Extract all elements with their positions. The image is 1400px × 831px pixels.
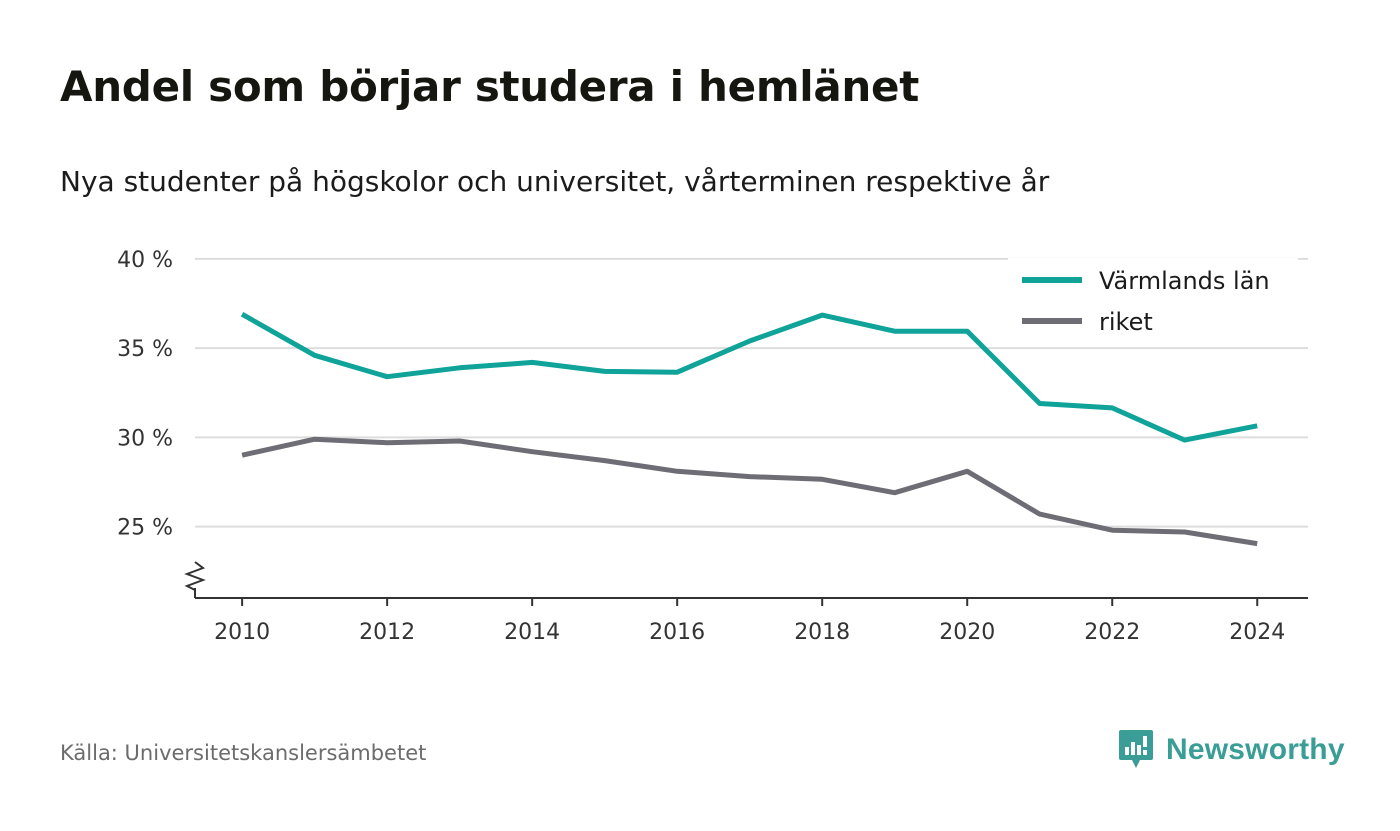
axis-break-icon [184,561,206,591]
legend-label: Värmlands län [1099,267,1270,295]
legend: Värmlands län riket [1008,258,1298,342]
x-tick-label: 2016 [649,620,705,645]
bar-chart-badge-icon [1119,730,1153,768]
x-tick-label: 2018 [794,620,850,645]
chart-title: Andel som börjar studera i hemlänet [60,62,919,111]
y-tick-label: 25 % [117,516,173,541]
y-tick-label: 35 % [117,337,173,362]
x-tick-label: 2024 [1229,620,1285,645]
x-tick-label: 2014 [504,620,560,645]
legend-background [1008,258,1298,342]
legend-label: riket [1099,308,1153,336]
chart-subtitle: Nya studenter på högskolor och universit… [60,165,1050,198]
x-tick-label: 2012 [359,620,415,645]
series-line-varmland [240,312,1258,443]
y-tick-label: 40 % [117,248,173,273]
source-note: Källa: Universitetskanslersämbetet [60,741,427,765]
brand-logo: Newsworthy [1118,728,1345,772]
y-tick-label: 30 % [117,426,173,451]
x-tick-label: 2022 [1084,620,1140,645]
series-line-riket [241,436,1258,547]
x-tick-label: 2010 [214,620,270,645]
series-lines [240,312,1258,547]
brand-name: Newsworthy [1166,733,1345,766]
x-tick-label: 2020 [939,620,995,645]
axes: 25 % 30 % 35 % 40 % 2010 2012 2014 2016 2018 2020… [117,248,1308,645]
